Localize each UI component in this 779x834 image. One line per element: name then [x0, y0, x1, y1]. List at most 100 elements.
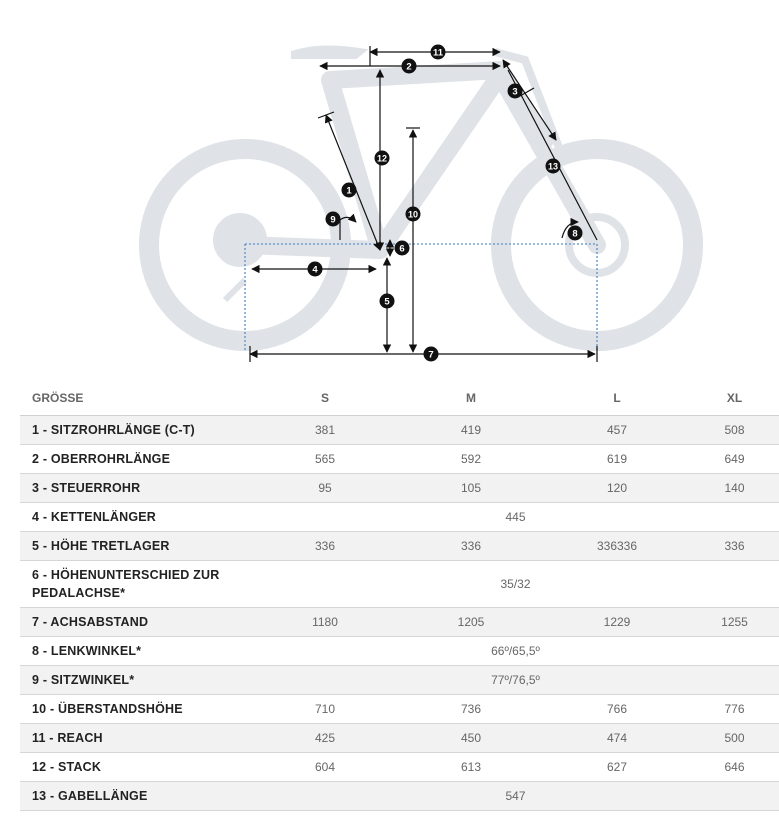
row-label: 3 - STEUERROHR: [20, 473, 252, 503]
cell-value: 508: [690, 415, 779, 445]
cell-value: 649: [690, 444, 779, 474]
table-header-row: GRÖSSE S M L XL: [20, 380, 779, 416]
table-row: 4 - KETTENLÄNGER 445: [20, 502, 779, 532]
row-label: 7 - ACHSABSTAND: [20, 607, 252, 637]
cell-value: 336: [398, 531, 544, 561]
cell-value: 646: [690, 752, 779, 782]
marker-10: 10: [405, 206, 421, 222]
marker-12: 12: [374, 150, 390, 166]
svg-text:13: 13: [548, 162, 558, 172]
row-label: 10 - ÜBERSTANDSHÖHE: [20, 694, 252, 724]
cell-value: 592: [398, 444, 544, 474]
cell-value: 336: [252, 531, 398, 561]
svg-text:1: 1: [346, 186, 352, 197]
row-label: 1 - SITZROHRLÄNGE (C-T): [20, 415, 252, 445]
cell-value: 1229: [544, 607, 690, 637]
bike-silhouette: [139, 45, 703, 351]
marker-3: 3: [507, 83, 523, 99]
cell-value: 1205: [398, 607, 544, 637]
header-size-label: GRÖSSE: [20, 380, 252, 416]
marker-8: 8: [567, 225, 583, 241]
marker-11: 11: [430, 44, 446, 60]
svg-text:11: 11: [433, 48, 444, 59]
cell-value-all-sizes: 35/32: [252, 560, 779, 608]
cell-value: 613: [398, 752, 544, 782]
cell-value: 474: [544, 723, 690, 753]
table-row: 10 - ÜBERSTANDSHÖHE 710 736 766 776: [20, 694, 779, 724]
cell-value: 736: [398, 694, 544, 724]
svg-text:5: 5: [384, 297, 390, 308]
table-row: 11 - REACH 425 450 474 500: [20, 723, 779, 753]
cell-value-all-sizes: 66º/65,5º: [252, 636, 779, 666]
svg-text:2: 2: [406, 62, 411, 73]
cell-value: 619: [544, 444, 690, 474]
svg-text:10: 10: [408, 210, 418, 220]
table-row: 6 - HÖHENUNTERSCHIED ZUR PEDALACHSE* 35/…: [20, 560, 779, 608]
cell-value: 425: [252, 723, 398, 753]
cell-value-all-sizes: 547: [252, 781, 779, 811]
seat: [291, 45, 369, 60]
row-label: 8 - LENKWINKEL*: [20, 636, 252, 666]
table-row: 2 - OBERROHRLÄNGE 565 592 619 649: [20, 444, 779, 474]
cell-value: 95: [252, 473, 398, 503]
header-size-s: S: [252, 380, 398, 416]
table-row: 1 - SITZROHRLÄNGE (C-T) 381 419 457 508: [20, 415, 779, 445]
cell-value: 776: [690, 694, 779, 724]
svg-text:7: 7: [428, 350, 433, 361]
row-label: 12 - STACK: [20, 752, 252, 782]
table-row: 12 - STACK 604 613 627 646: [20, 752, 779, 782]
cell-value: 336336: [544, 531, 690, 561]
table-row: 8 - LENKWINKEL* 66º/65,5º: [20, 636, 779, 666]
cell-value: 500: [690, 723, 779, 753]
svg-text:12: 12: [377, 154, 387, 164]
header-size-m: M: [398, 380, 544, 416]
svg-text:9: 9: [330, 215, 335, 226]
cell-value: 381: [252, 415, 398, 445]
row-label: 4 - KETTENLÄNGER: [20, 502, 252, 532]
reference-lines: [244, 243, 598, 352]
cell-value: 419: [398, 415, 544, 445]
cell-value: 710: [252, 694, 398, 724]
row-label: 5 - HÖHE TRETLAGER: [20, 531, 252, 561]
header-size-xl: XL: [690, 380, 779, 416]
cell-value: 1180: [252, 607, 398, 637]
cell-value: 565: [252, 444, 398, 474]
svg-text:6: 6: [399, 244, 404, 255]
row-label: 13 - GABELLÄNGE: [20, 781, 252, 811]
cassette: [213, 213, 267, 267]
marker-2: 2: [401, 58, 417, 74]
header-size-l: L: [544, 380, 690, 416]
marker-5: 5: [379, 293, 395, 309]
marker-4: 4: [307, 261, 323, 277]
cell-value: 457: [544, 415, 690, 445]
cell-value-all-sizes: 445: [252, 502, 779, 532]
bike-geometry-diagram: 11 2 3 1 12 10 13 9 8 6 4 5 7: [139, 44, 703, 362]
row-label: 9 - SITZWINKEL*: [20, 665, 252, 695]
table-row: 5 - HÖHE TRETLAGER 336 336 336336 336: [20, 531, 779, 561]
cell-value: 120: [544, 473, 690, 503]
cell-value: 336: [690, 531, 779, 561]
cell-value: 766: [544, 694, 690, 724]
row-label: 2 - OBERROHRLÄNGE: [20, 444, 252, 474]
geometry-table: GRÖSSE S M L XL 1 - SITZROHRLÄNGE (C-T) …: [20, 380, 779, 811]
svg-text:3: 3: [512, 87, 517, 98]
svg-text:4: 4: [312, 265, 318, 276]
cell-value: 627: [544, 752, 690, 782]
cell-value: 1255: [690, 607, 779, 637]
cell-value-all-sizes: 77º/76,5º: [252, 665, 779, 695]
cell-value: 140: [690, 473, 779, 503]
row-label: 11 - REACH: [20, 723, 252, 753]
cell-value: 604: [252, 752, 398, 782]
table-row: 3 - STEUERROHR 95 105 120 140: [20, 473, 779, 503]
cell-value: 450: [398, 723, 544, 753]
marker-13: 13: [545, 158, 561, 174]
marker-1: 1: [341, 182, 357, 198]
table-row: 9 - SITZWINKEL* 77º/76,5º: [20, 665, 779, 695]
marker-9: 9: [325, 211, 341, 227]
cell-value: 105: [398, 473, 544, 503]
table-row: 7 - ACHSABSTAND 1180 1205 1229 1255: [20, 607, 779, 637]
table-row: 13 - GABELLÄNGE 547: [20, 781, 779, 811]
marker-6: 6: [394, 240, 410, 256]
row-label: 6 - HÖHENUNTERSCHIED ZUR PEDALACHSE*: [20, 560, 252, 608]
marker-7: 7: [423, 346, 439, 362]
